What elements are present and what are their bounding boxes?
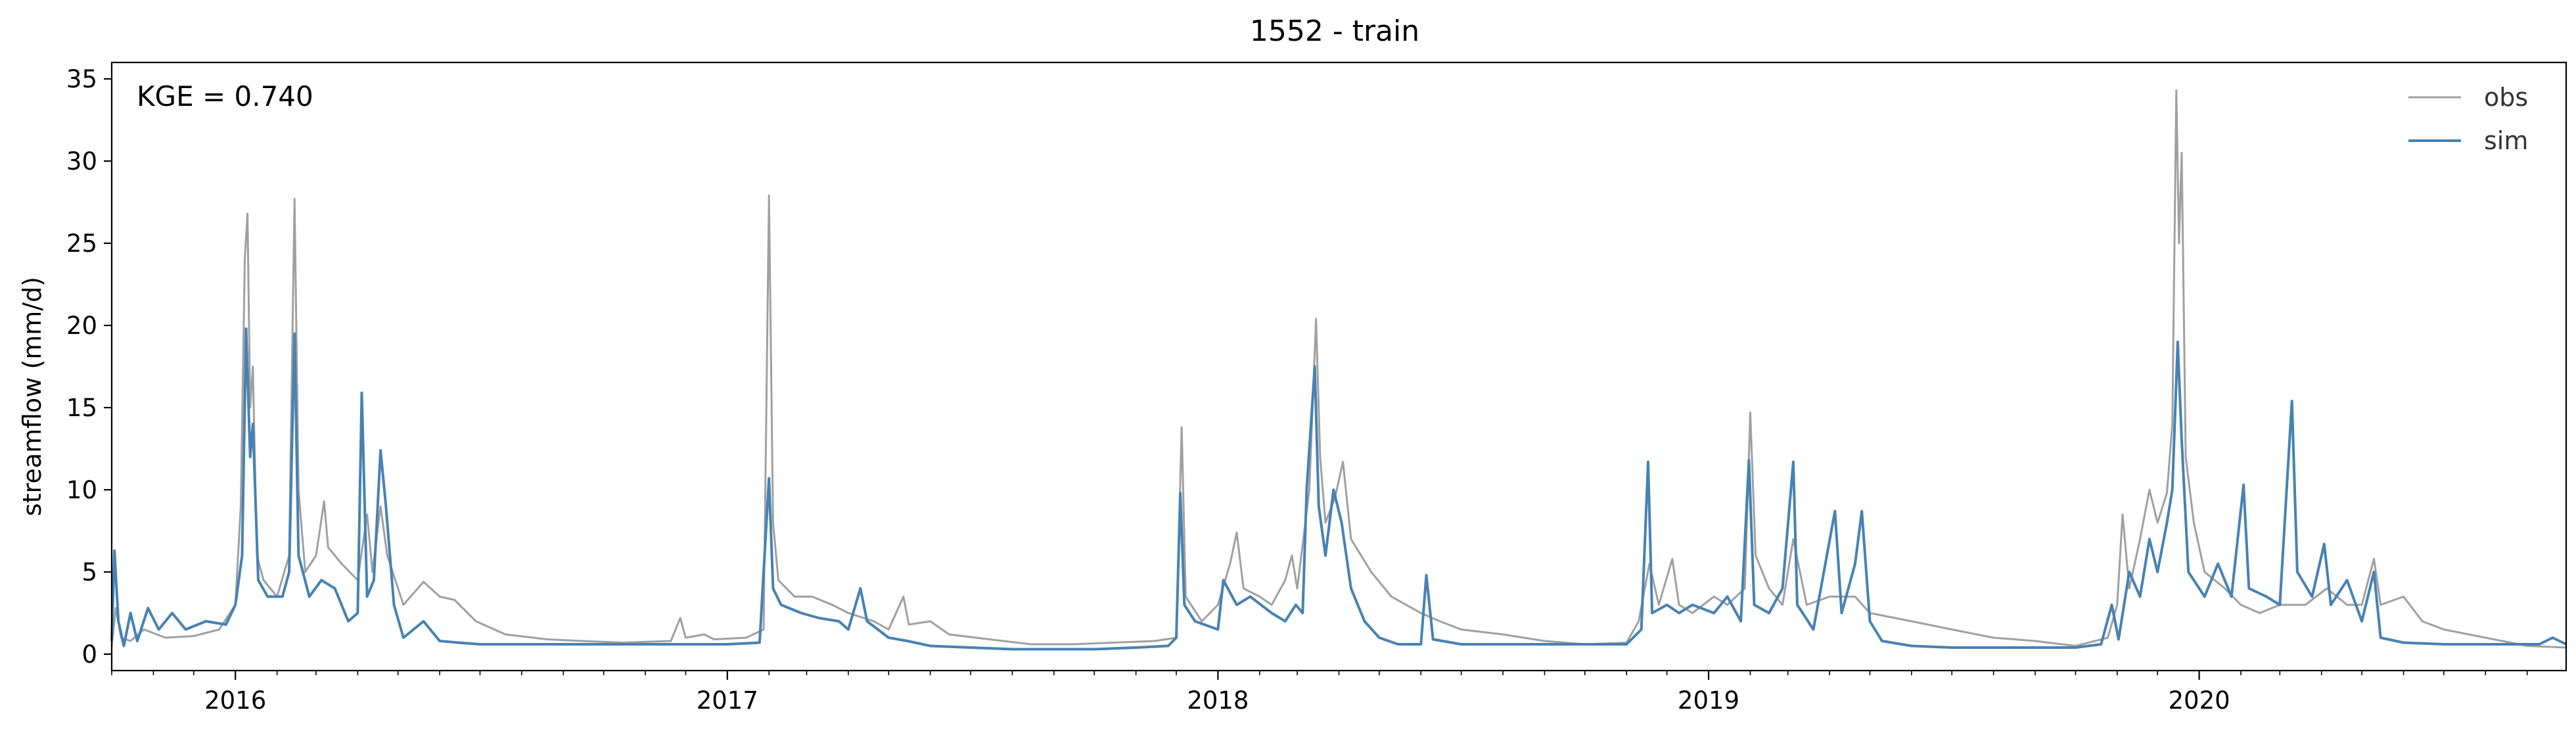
- x-tick-label: 2018: [1187, 686, 1249, 715]
- x-tick-label: 2020: [2169, 686, 2230, 715]
- chart-title: 1552 - train: [1250, 14, 1419, 48]
- y-axis-label: streamflow (mm/d): [18, 277, 47, 516]
- x-tick-label: 2016: [204, 686, 266, 715]
- axes-frame: [110, 61, 2567, 672]
- y-tick-label: 30: [66, 147, 97, 176]
- legend-label-obs: obs: [2484, 83, 2528, 112]
- y-tick-label: 0: [81, 640, 97, 669]
- y-tick-label: 5: [81, 558, 97, 586]
- y-tick-label: 35: [66, 65, 97, 93]
- legend-label-sim: sim: [2484, 126, 2528, 155]
- y-tick-label: 20: [66, 312, 97, 340]
- y-tick-label: 15: [66, 394, 97, 422]
- series-line-obs: [110, 89, 2567, 649]
- x-tick-label: 2019: [1678, 686, 1739, 715]
- y-tick-label: 25: [66, 229, 97, 258]
- series-layer: [110, 89, 2567, 651]
- y-tick-label: 10: [66, 476, 97, 504]
- series-line-sim: [110, 327, 2567, 651]
- x-axis-ticks: 2016 2017 2018 2019 2020: [111, 671, 2528, 715]
- y-axis-ticks: 0 5 10 15 20 25 30 35: [66, 65, 112, 669]
- kge-annotation: KGE = 0.740: [137, 80, 313, 112]
- plot-area: [110, 61, 2567, 672]
- x-tick-label: 2017: [697, 686, 758, 715]
- legend: obs sim: [2408, 83, 2528, 155]
